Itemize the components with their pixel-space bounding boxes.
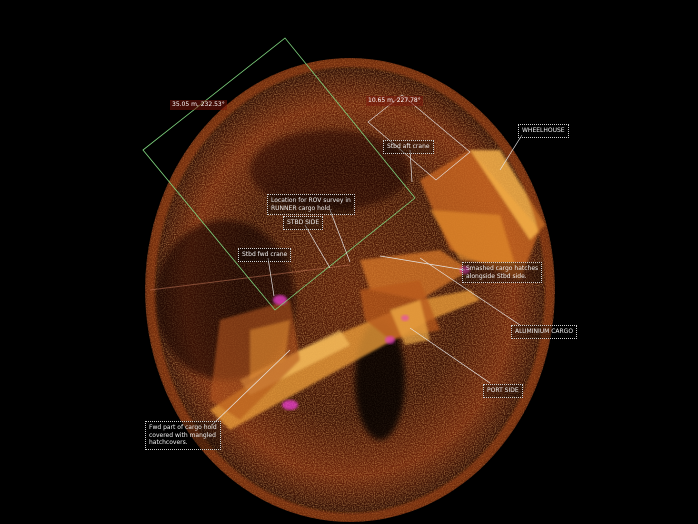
label-fwd-cargo-hold: Fwd part of cargo hold covered with mang… [145,421,221,450]
measure-box-left [142,37,416,311]
label-aluminium-cargo: ALUMINIUM CARGO [511,325,578,339]
label-port-side: PORT SIDE [483,384,523,398]
callout-lines [211,134,523,426]
label-stbd-fwd-crane: Stbd fwd crane [238,248,292,262]
label-rov-location: Location for ROV survey in RUNNER cargo … [267,194,355,215]
label-stbd-aft-crane: Stbd aft crane [383,140,434,154]
label-smashed-hatches: Smashed cargo hatches alongside Stbd sid… [462,262,543,283]
measurement-right: 10.65 m, 227.78° [366,96,423,106]
label-wheelhouse: WHEELHOUSE [518,124,569,138]
measurement-left: 35.05 m, 232.53° [170,100,227,110]
sonar-disc [145,58,555,522]
label-stbd-side: STBD SIDE [283,216,324,230]
wreck-structure [145,58,555,522]
magenta-highlights [273,266,470,410]
